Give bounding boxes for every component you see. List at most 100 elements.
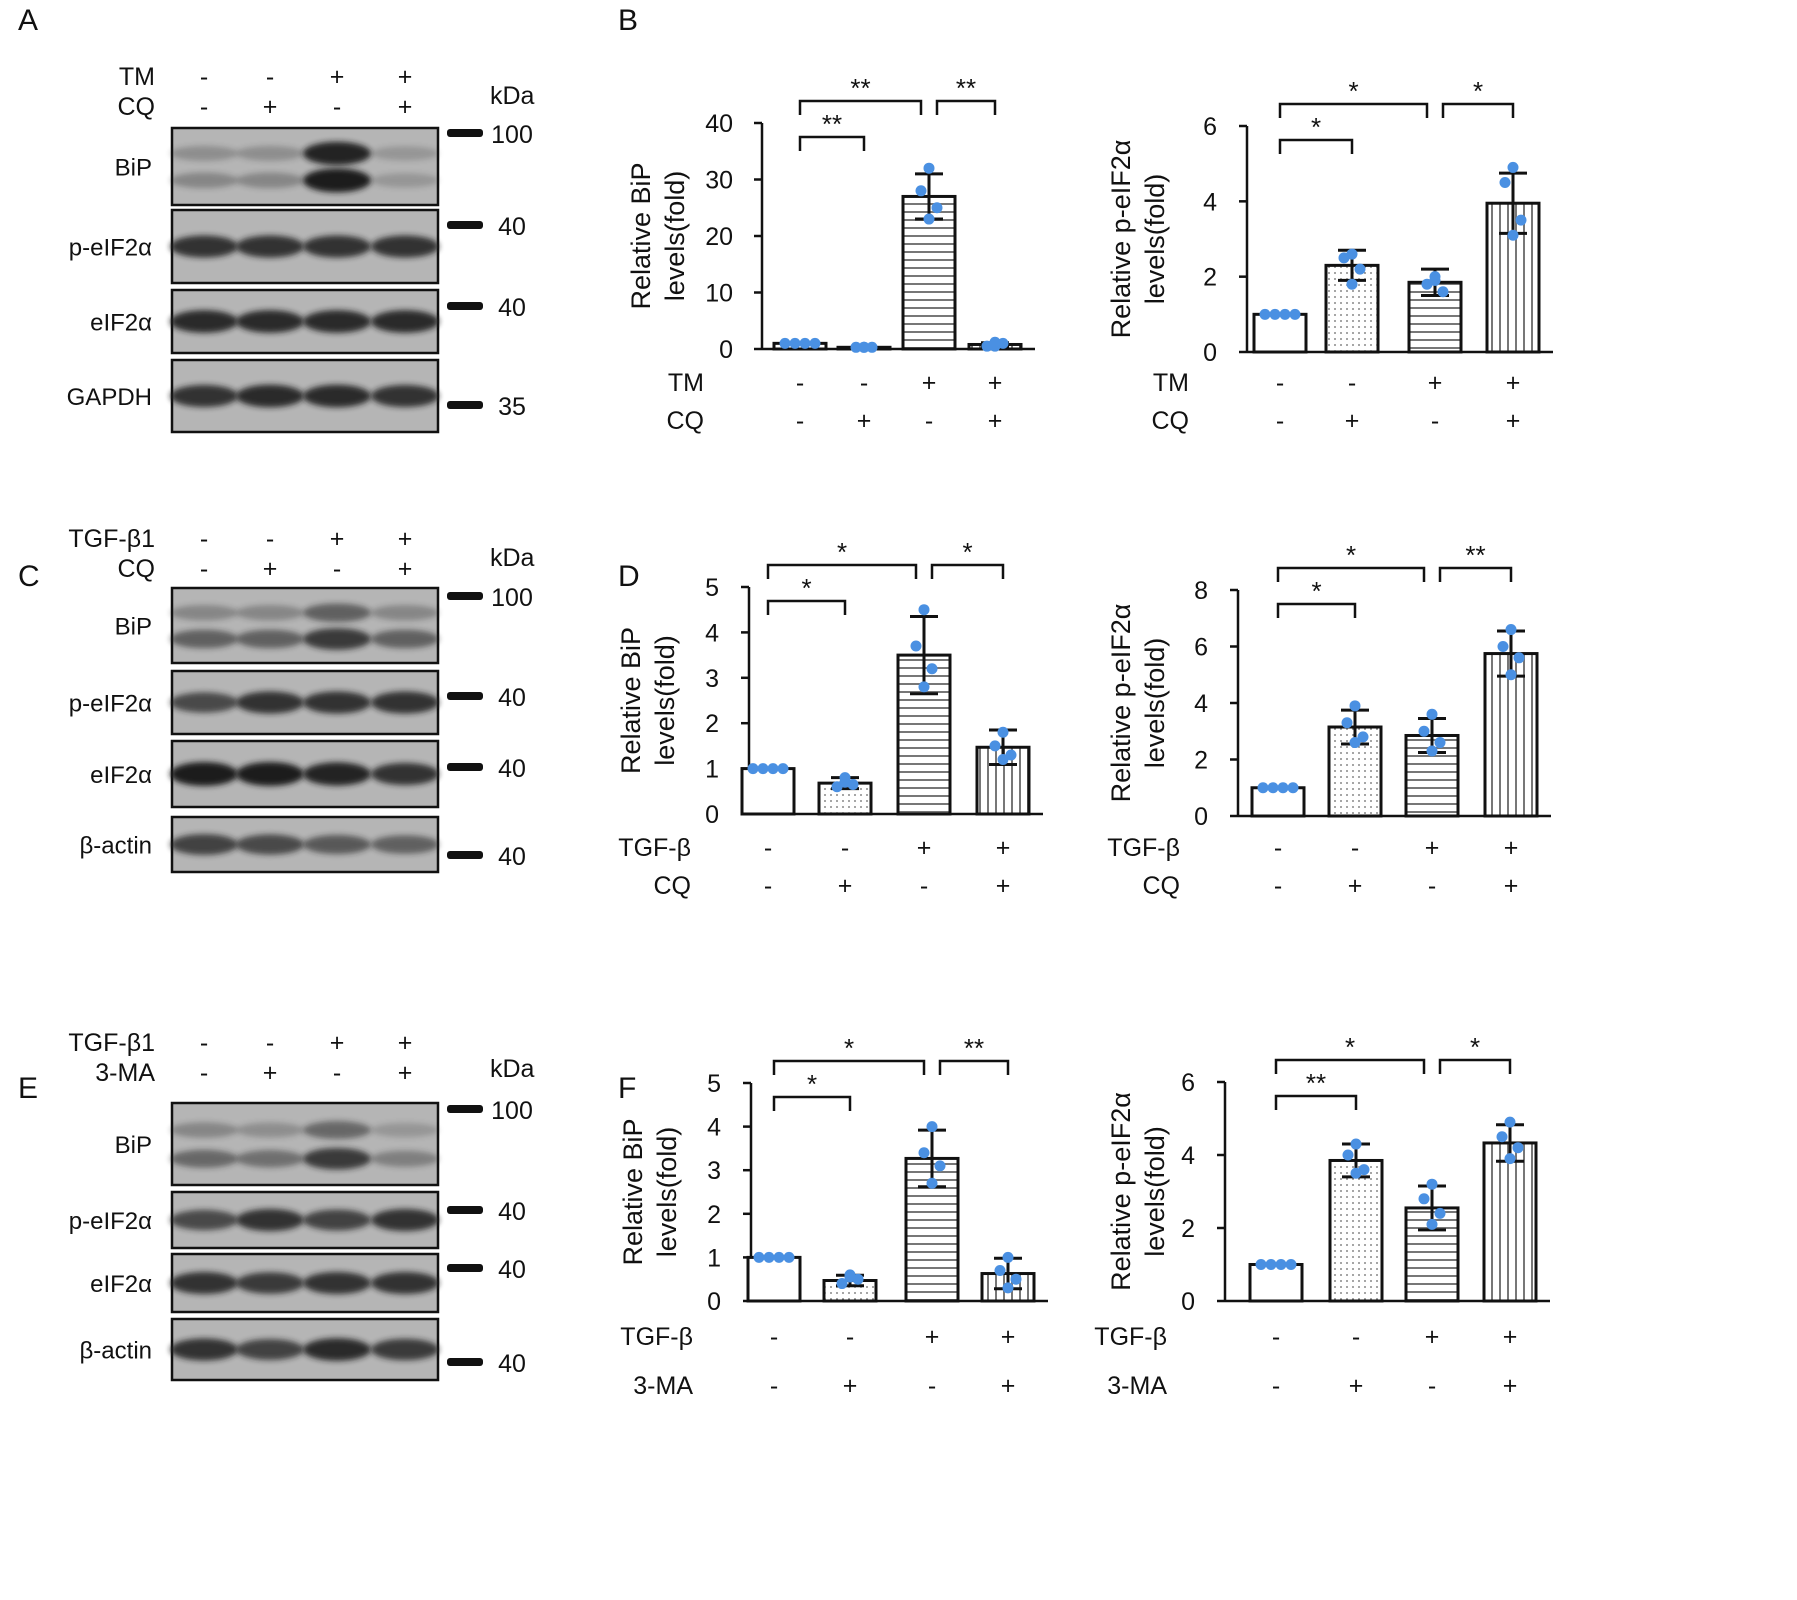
blot-band: [371, 1208, 439, 1232]
y-tick-label: 5: [705, 574, 719, 602]
data-point: [910, 640, 922, 652]
y-tick-label: 8: [1194, 577, 1208, 605]
factor-sign: -: [1272, 1323, 1280, 1351]
data-point: [866, 341, 878, 353]
blot-treatment-sign: -: [266, 63, 274, 91]
y-tick-label: 30: [705, 167, 733, 195]
significance-label: **: [1465, 540, 1485, 570]
blot-strip: [170, 586, 440, 665]
data-point: [926, 1121, 938, 1133]
blot-treatment-sign: +: [398, 525, 413, 553]
blot-band: [236, 691, 304, 714]
blot-band: [236, 834, 304, 855]
data-point: [994, 1264, 1006, 1276]
factor-sign: +: [843, 1372, 858, 1400]
blot-treatment-sign: -: [266, 525, 274, 553]
factor-sign: +: [996, 872, 1011, 900]
data-point: [850, 341, 862, 353]
bar: [1482, 1141, 1538, 1303]
blot-band: [236, 604, 304, 621]
blot-treatment-sign: -: [200, 555, 208, 583]
data-point: [1429, 274, 1441, 286]
blot-row-label: p-eIF2α: [69, 1208, 152, 1235]
blot-band: [236, 235, 304, 258]
chart-4: 0 2 4 6 8 Relative p-eIF2α levels(fold) TGF-β - -…: [1106, 540, 1551, 900]
significance-bracket: [1278, 102, 1429, 118]
data-point: [1257, 782, 1269, 794]
significance-bracket: [935, 99, 997, 115]
significance-label: **: [964, 1033, 984, 1063]
significance-bracket: [766, 599, 847, 615]
marker-bar: [447, 692, 483, 700]
y-tick-label: 0: [1203, 339, 1217, 367]
significance-label: *: [1348, 76, 1358, 106]
marker-bar: [447, 129, 483, 137]
factor-sign: -: [1428, 872, 1436, 900]
factor-sign: +: [1506, 407, 1521, 435]
blot-3: TGF-β1- - + +3-MA - + - + kDaBiPp-eIF2αeIF2αβ-ac…: [68, 1029, 535, 1382]
blot-band: [303, 1121, 371, 1140]
data-point: [1342, 1149, 1354, 1161]
blot-treatment-sign: +: [263, 93, 278, 121]
blot-treatment-sign: +: [398, 63, 413, 91]
blot-band: [170, 629, 238, 649]
data-point: [783, 1251, 795, 1263]
significance-label: *: [801, 573, 811, 603]
y-axis-label-line: levels(fold): [650, 635, 680, 766]
y-tick-label: 4: [1181, 1142, 1195, 1170]
factor-label: CQ: [1152, 407, 1190, 435]
factor-sign: -: [1276, 369, 1284, 397]
data-point: [1285, 1259, 1297, 1270]
y-tick-label: 5: [707, 1070, 721, 1098]
blot-band: [236, 1339, 304, 1360]
factor-label: TGF-β: [1094, 1323, 1167, 1351]
data-point: [1255, 1259, 1267, 1270]
blot-band: [303, 762, 371, 786]
significance-bracket: [1274, 1094, 1358, 1110]
data-point: [923, 213, 935, 225]
bar: [1483, 652, 1539, 818]
significance-bracket: [772, 1059, 926, 1075]
blot-treatment-sign: +: [398, 1029, 413, 1057]
factor-sign: -: [796, 407, 804, 435]
blot-treatment-sign: -: [200, 63, 208, 91]
blot-treatment-sign: -: [333, 555, 341, 583]
blot-row-label: eIF2α: [90, 762, 152, 789]
factor-sign: +: [988, 407, 1003, 435]
y-tick-label: 3: [707, 1157, 721, 1185]
factor-sign: +: [922, 369, 937, 397]
data-point: [923, 162, 935, 174]
factor-label: CQ: [654, 872, 692, 900]
y-axis-label-line: levels(fold): [1140, 174, 1170, 305]
chart-5: 0 1 2 3 4 5 Relative BiP levels(fold) TGF-β - - + +3…: [618, 1033, 1048, 1400]
significance-label: **: [850, 73, 870, 103]
y-axis-label-line: levels(fold): [1140, 1126, 1170, 1257]
significance-label: *: [1311, 112, 1321, 142]
blot-row-label: p-eIF2α: [69, 235, 152, 262]
factor-sign: +: [1503, 1323, 1518, 1351]
factor-sign: -: [796, 369, 804, 397]
data-point: [1357, 731, 1369, 743]
blot-band: [371, 691, 439, 714]
factor-sign: -: [1428, 1372, 1436, 1400]
blot-strip: [170, 1101, 440, 1187]
panel-letter-c: C: [18, 560, 40, 593]
data-point: [779, 337, 791, 349]
data-point: [915, 185, 927, 197]
y-tick-label: 10: [705, 280, 733, 308]
significance-bracket: [766, 563, 918, 579]
blot-band: [236, 384, 304, 408]
data-point: [926, 1177, 938, 1189]
blot-treatment-sign: +: [330, 63, 345, 91]
bar: [1248, 1263, 1304, 1303]
y-tick-label: 0: [707, 1288, 721, 1316]
blot-band: [303, 1271, 371, 1295]
data-point: [1349, 737, 1361, 749]
blot-row-label: β-actin: [80, 833, 153, 860]
significance-bracket: [1278, 138, 1354, 154]
panel-letter-e: E: [18, 1072, 38, 1105]
blot-band: [170, 1271, 238, 1295]
data-point: [1418, 1193, 1430, 1205]
y-tick-label: 6: [1181, 1069, 1195, 1097]
blot-treatment-label: TGF-β1: [68, 1029, 155, 1057]
